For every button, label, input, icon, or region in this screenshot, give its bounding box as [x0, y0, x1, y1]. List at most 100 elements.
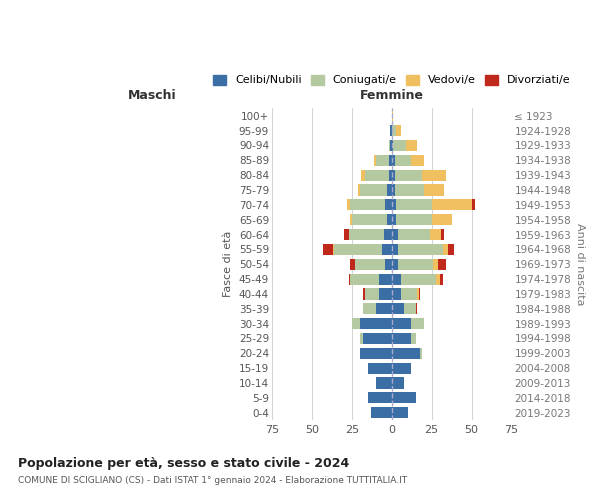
Bar [365, 170, 389, 180]
Bar [379, 274, 392, 284]
Bar [431, 214, 452, 226]
Bar [411, 318, 424, 329]
Bar [363, 333, 392, 344]
Bar [392, 318, 411, 329]
Bar [350, 274, 379, 284]
Bar [395, 170, 422, 180]
Bar [436, 274, 440, 284]
Bar [443, 244, 448, 255]
Bar [441, 229, 445, 240]
Bar [421, 348, 422, 359]
Bar [361, 170, 365, 180]
Bar [382, 244, 392, 255]
Bar [389, 170, 392, 180]
Bar [358, 184, 360, 196]
Bar [392, 407, 407, 418]
Bar [438, 258, 446, 270]
Bar [349, 229, 384, 240]
Y-axis label: Fasce di età: Fasce di età [223, 231, 233, 298]
Bar [363, 303, 376, 314]
Bar [389, 154, 392, 166]
Bar [360, 318, 392, 329]
Bar [422, 170, 446, 180]
Bar [392, 125, 397, 136]
Bar [365, 288, 379, 300]
Bar [352, 318, 360, 329]
Bar [392, 110, 393, 122]
Bar [411, 333, 416, 344]
Bar [397, 125, 401, 136]
Bar [374, 154, 376, 166]
Bar [401, 274, 436, 284]
Bar [392, 244, 398, 255]
Bar [387, 184, 392, 196]
Bar [344, 229, 349, 240]
Bar [390, 125, 392, 136]
Bar [350, 200, 385, 210]
Bar [448, 244, 454, 255]
Bar [384, 229, 392, 240]
Bar [397, 214, 431, 226]
Bar [323, 244, 332, 255]
Bar [390, 140, 392, 151]
Bar [395, 184, 424, 196]
Bar [352, 214, 387, 226]
Bar [350, 258, 355, 270]
Bar [376, 303, 392, 314]
Bar [389, 140, 390, 151]
Bar [398, 258, 433, 270]
Legend: Celibi/Nubili, Coniugati/e, Vedovi/e, Divorziati/e: Celibi/Nubili, Coniugati/e, Vedovi/e, Di… [208, 70, 575, 90]
Bar [392, 348, 421, 359]
Bar [433, 258, 438, 270]
Bar [411, 154, 424, 166]
Bar [440, 274, 443, 284]
Bar [350, 214, 352, 226]
Bar [392, 154, 395, 166]
Bar [392, 362, 411, 374]
Bar [392, 229, 398, 240]
Bar [392, 274, 401, 284]
Text: Femmine: Femmine [359, 89, 424, 102]
Bar [368, 392, 392, 404]
Bar [392, 184, 395, 196]
Bar [393, 140, 406, 151]
Bar [376, 154, 389, 166]
Bar [430, 229, 441, 240]
Bar [431, 200, 472, 210]
Bar [406, 140, 417, 151]
Bar [385, 200, 392, 210]
Bar [472, 200, 475, 210]
Text: Popolazione per età, sesso e stato civile - 2024: Popolazione per età, sesso e stato civil… [18, 458, 349, 470]
Bar [398, 229, 430, 240]
Bar [360, 333, 363, 344]
Bar [371, 407, 392, 418]
Bar [347, 200, 350, 210]
Bar [355, 258, 385, 270]
Bar [404, 303, 416, 314]
Text: COMUNE DI SCIGLIANO (CS) - Dati ISTAT 1° gennaio 2024 - Elaborazione TUTTITALIA.: COMUNE DI SCIGLIANO (CS) - Dati ISTAT 1°… [18, 476, 407, 485]
Bar [332, 244, 334, 255]
Bar [349, 274, 350, 284]
Bar [392, 200, 397, 210]
Bar [360, 184, 387, 196]
Bar [392, 392, 416, 404]
Bar [392, 258, 398, 270]
Bar [392, 303, 404, 314]
Bar [392, 140, 393, 151]
Bar [392, 214, 397, 226]
Bar [334, 244, 382, 255]
Bar [401, 288, 417, 300]
Bar [416, 303, 417, 314]
Bar [419, 288, 421, 300]
Bar [360, 348, 392, 359]
Bar [392, 333, 411, 344]
Bar [398, 244, 443, 255]
Bar [385, 258, 392, 270]
Bar [417, 288, 419, 300]
Bar [379, 288, 392, 300]
Bar [368, 362, 392, 374]
Bar [397, 200, 431, 210]
Text: Maschi: Maschi [128, 89, 176, 102]
Bar [392, 288, 401, 300]
Bar [395, 154, 411, 166]
